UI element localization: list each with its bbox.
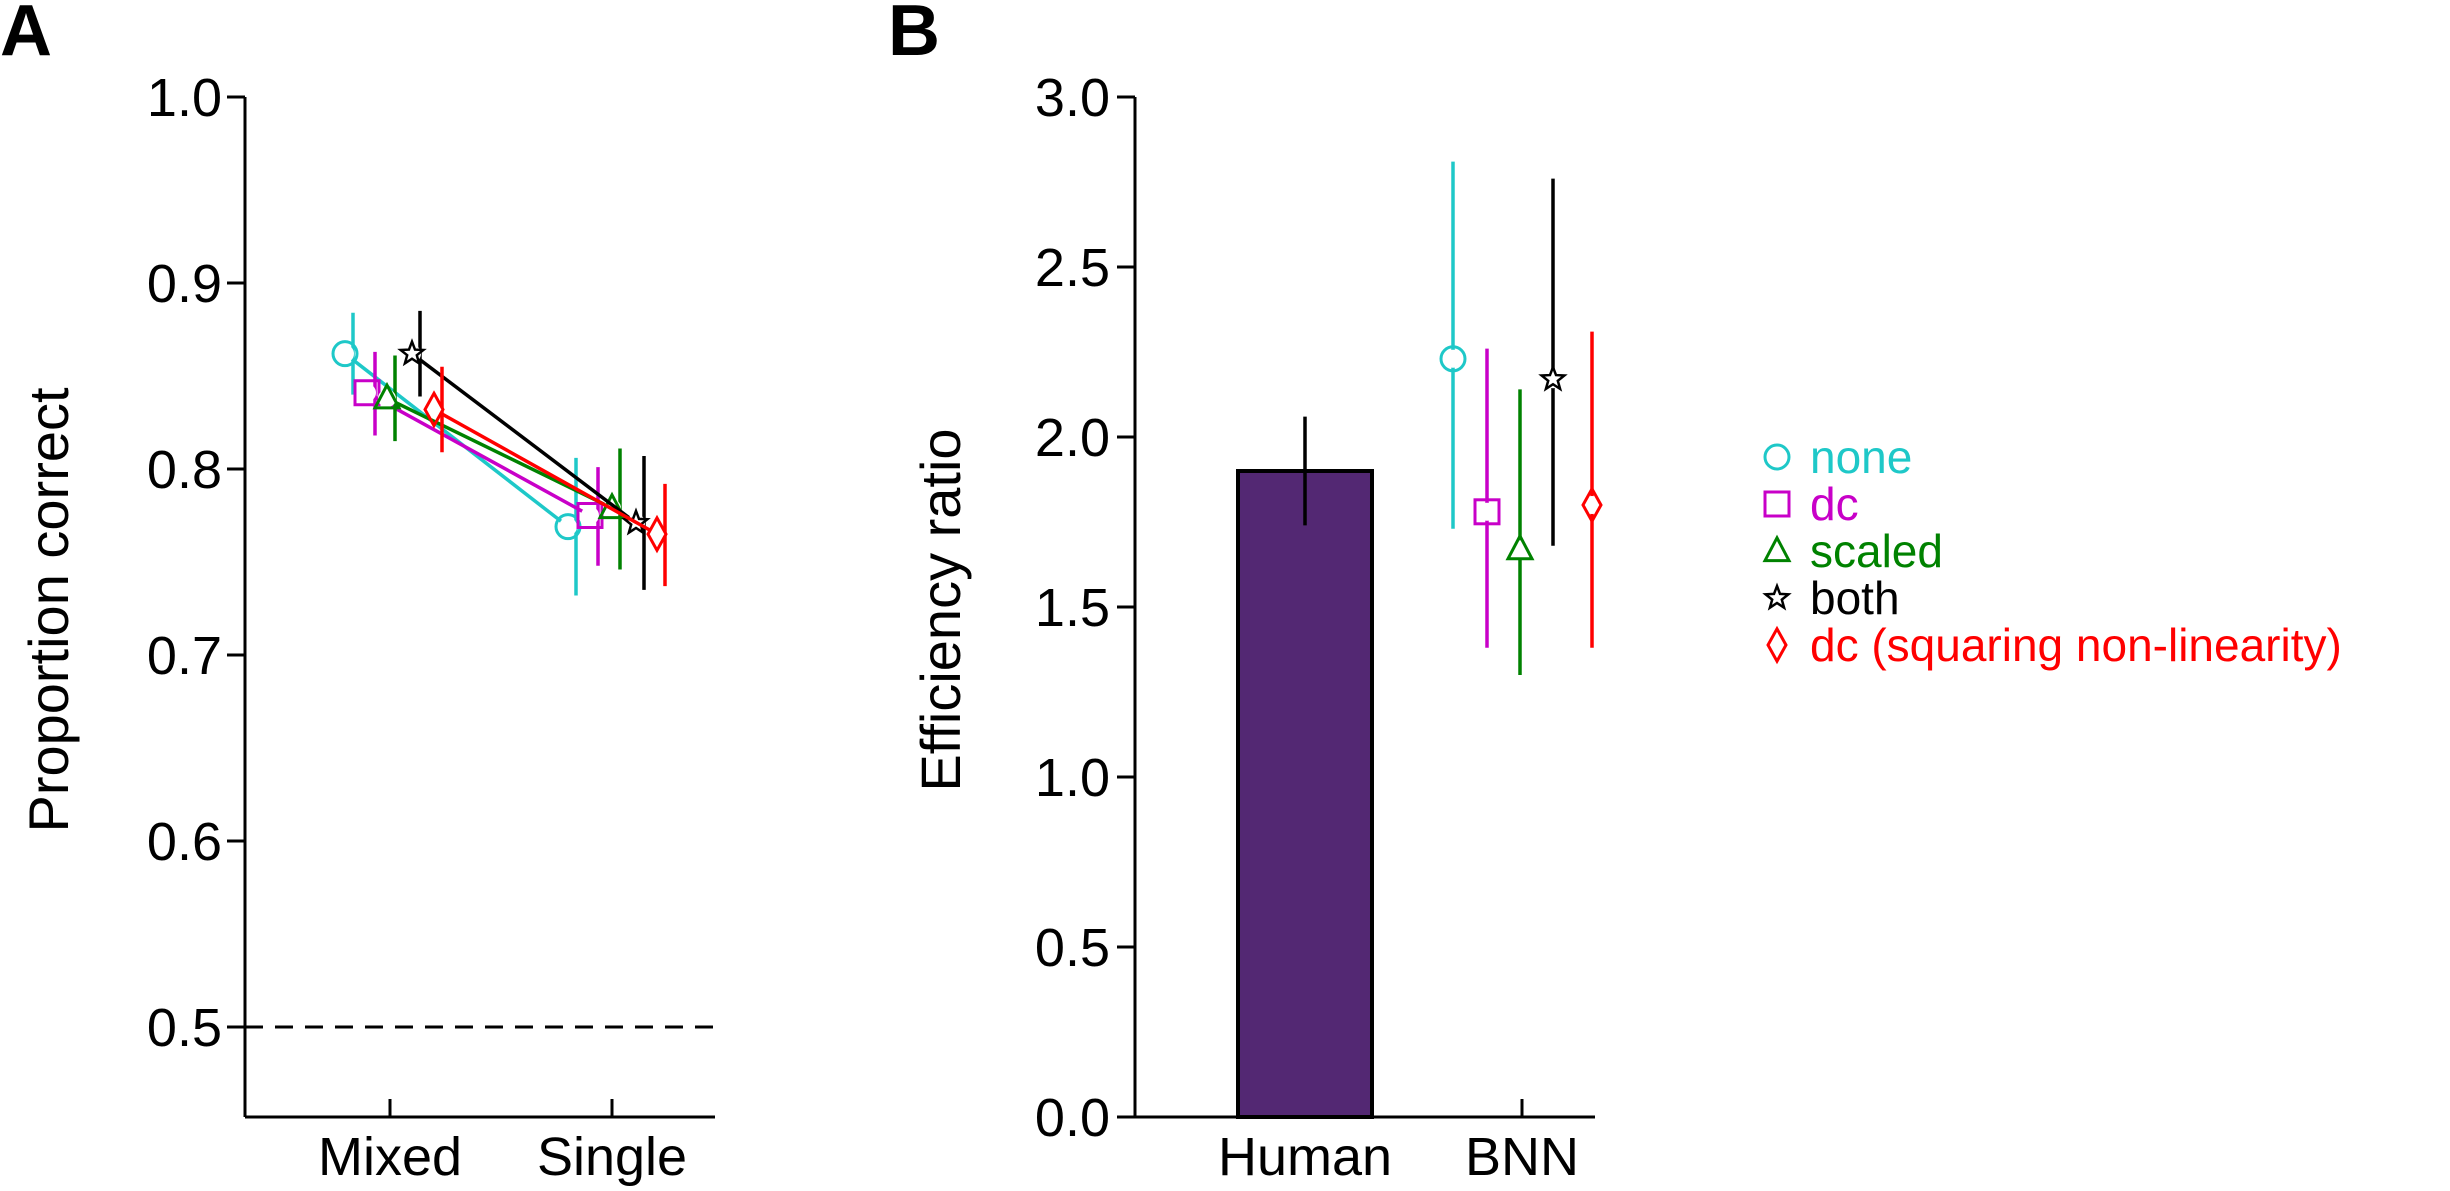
panel-b: B Efficiency ratio 0.0 0.5 1.0 1.5 2.0 2.5 3.0…	[888, 0, 1603, 1187]
panel-b-data-point	[1473, 498, 1501, 526]
panel-a-data-point	[372, 381, 402, 410]
panel-b-marker-bg	[1478, 502, 1496, 521]
panel-b-y-tick-label: 3.0	[1035, 68, 1110, 128]
panel-b-y-tick-label: 0.0	[1035, 1088, 1110, 1148]
panel-a-x-tick-label: Mixed	[318, 1127, 462, 1187]
panel-a-data-point	[353, 379, 381, 407]
panel-a-y-tick-label: 0.9	[147, 254, 222, 314]
panel-a-marker-bg	[648, 525, 666, 544]
panel-b-point-group	[1439, 161, 1467, 529]
panel-a-marker-bg	[358, 383, 376, 402]
legend-label: scaled	[1810, 525, 1943, 577]
panel-b-axes: 0.0 0.5 1.0 1.5 2.0 2.5 3.0 Human BNN	[1035, 68, 1595, 1187]
panel-b-data-point	[1505, 532, 1535, 561]
legend-marker	[1763, 443, 1791, 471]
panel-b-point-group	[1538, 178, 1568, 546]
panel-a-x-tick-label: Single	[537, 1127, 687, 1187]
panel-b-y-axis-label: Efficiency ratio	[909, 428, 972, 791]
legend-marker	[1763, 490, 1791, 518]
legend-marker	[1766, 625, 1788, 665]
panel-a-letter: A	[0, 0, 52, 71]
panel-a-series-line	[366, 391, 591, 518]
panel-b-y-tick-label: 1.5	[1035, 578, 1110, 638]
panel-a-series-line	[410, 352, 638, 525]
panel-b-y-tick-label: 0.5	[1035, 918, 1110, 978]
panel-b-x-tick-label: Human	[1218, 1127, 1392, 1187]
panel-a-series	[353, 351, 604, 566]
panel-a-axes: 0.5 0.6 0.7 0.8 0.9 1.0 Mixed Single	[147, 68, 715, 1187]
legend-label: dc	[1810, 478, 1859, 530]
legend-item: dc	[1763, 478, 1859, 530]
panel-a-marks	[331, 310, 668, 596]
panel-a-y-tick-label: 0.8	[147, 440, 222, 500]
panel-a-data-point	[331, 340, 359, 368]
panel-a-marker-bg	[425, 400, 443, 419]
panel-b-data-point	[1581, 485, 1603, 525]
panel-a: A Proportion correct 0.5 0.6 0.7 0.8 0.9 1.0 M…	[0, 0, 715, 1187]
panel-a-series	[372, 355, 627, 570]
panel-a-series-line	[433, 407, 658, 536]
legend-label: both	[1810, 572, 1900, 624]
panel-b-marks	[1236, 161, 1603, 1119]
legend-marker	[1762, 534, 1792, 563]
panel-a-y-tick-label: 0.7	[147, 626, 222, 686]
panel-b-x-tick-label: BNN	[1465, 1127, 1579, 1187]
panel-a-marker-bg	[336, 344, 354, 363]
panel-b-point-group	[1505, 389, 1535, 675]
legend-marker	[1762, 582, 1792, 611]
panel-a-y-tick-label: 0.6	[147, 812, 222, 872]
legend-item: scaled	[1762, 525, 1943, 577]
panel-b-marker-bg	[1583, 496, 1601, 514]
panel-b-data-point	[1439, 345, 1467, 373]
legend-item: both	[1762, 572, 1900, 624]
panel-a-y-axis-label: Proportion correct	[17, 387, 80, 833]
panel-b-point-group	[1473, 348, 1501, 648]
legend-item: none	[1763, 431, 1912, 483]
panel-b-y-tick-label: 2.5	[1035, 238, 1110, 298]
panel-a-data-point	[423, 390, 445, 429]
panel-a-marker-bg	[559, 517, 577, 536]
panel-b-y-tick-label: 2.0	[1035, 408, 1110, 468]
legend-label: none	[1810, 431, 1912, 483]
panel-b-data-point	[1538, 363, 1568, 392]
legend-item: dc (squaring non-linearity)	[1766, 619, 2342, 671]
panel-a-series	[397, 310, 651, 590]
panel-b-bar-human	[1236, 469, 1374, 1119]
panel-a-y-tick-label: 0.5	[147, 998, 222, 1058]
panel-a-series	[423, 366, 668, 587]
panel-a-y-tick-label: 1.0	[147, 68, 222, 128]
panel-b-point-group	[1581, 331, 1603, 648]
panel-a-data-point	[646, 514, 668, 554]
panel-a-marker-bg	[581, 506, 599, 525]
panel-b-y-tick-label: 1.0	[1035, 748, 1110, 808]
panel-b-marker-bg	[1444, 349, 1462, 368]
panel-b-letter: B	[888, 0, 940, 71]
panel-a-data-point	[397, 338, 427, 367]
legend-label: dc (squaring non-linearity)	[1810, 619, 2342, 671]
